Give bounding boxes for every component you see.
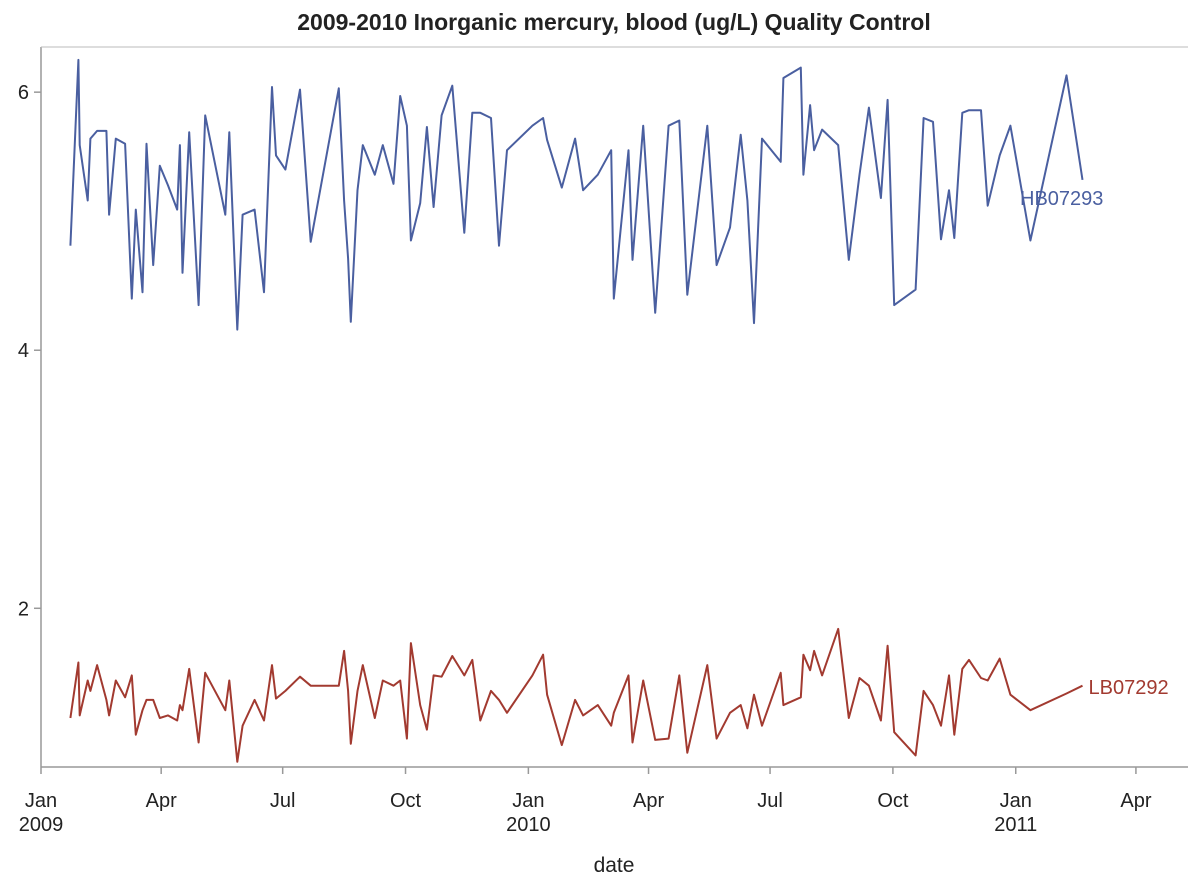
x-tick-label: Apr [146, 790, 177, 812]
x-tick-label: Oct [390, 790, 422, 812]
x-tick-label-line: Jan [1000, 790, 1032, 812]
series-line [69, 627, 1083, 763]
x-tick-label-line: 2010 [506, 814, 551, 836]
x-tick-label-line: Jan [25, 790, 57, 812]
series-label: LB07292 [1089, 677, 1169, 699]
chart-title: 2009-2010 Inorganic mercury, blood (ug/L… [297, 9, 930, 35]
y-tick-label: 4 [18, 340, 29, 362]
x-tick-label-line: 2009 [19, 814, 64, 836]
series-label: HB07293 [1020, 188, 1103, 210]
x-tick-label: Jan 2010 [506, 790, 551, 836]
x-tick-label: Jan 2009 [19, 790, 64, 836]
x-tick-label: Jan 2011 [994, 790, 1037, 836]
x-tick-label-line: 2011 [994, 814, 1037, 836]
y-tick-label: 6 [18, 82, 29, 104]
series-line [69, 58, 1084, 331]
x-tick-label: Jul [757, 790, 783, 812]
x-tick-label: Oct [877, 790, 909, 812]
x-tick-label: Jul [270, 790, 296, 812]
x-axis-label: date [594, 854, 635, 877]
x-tick-label: Apr [633, 790, 664, 812]
x-tick-label-line: Jan [512, 790, 544, 812]
y-tick-label: 2 [18, 598, 29, 620]
x-tick-label: Apr [1120, 790, 1151, 812]
